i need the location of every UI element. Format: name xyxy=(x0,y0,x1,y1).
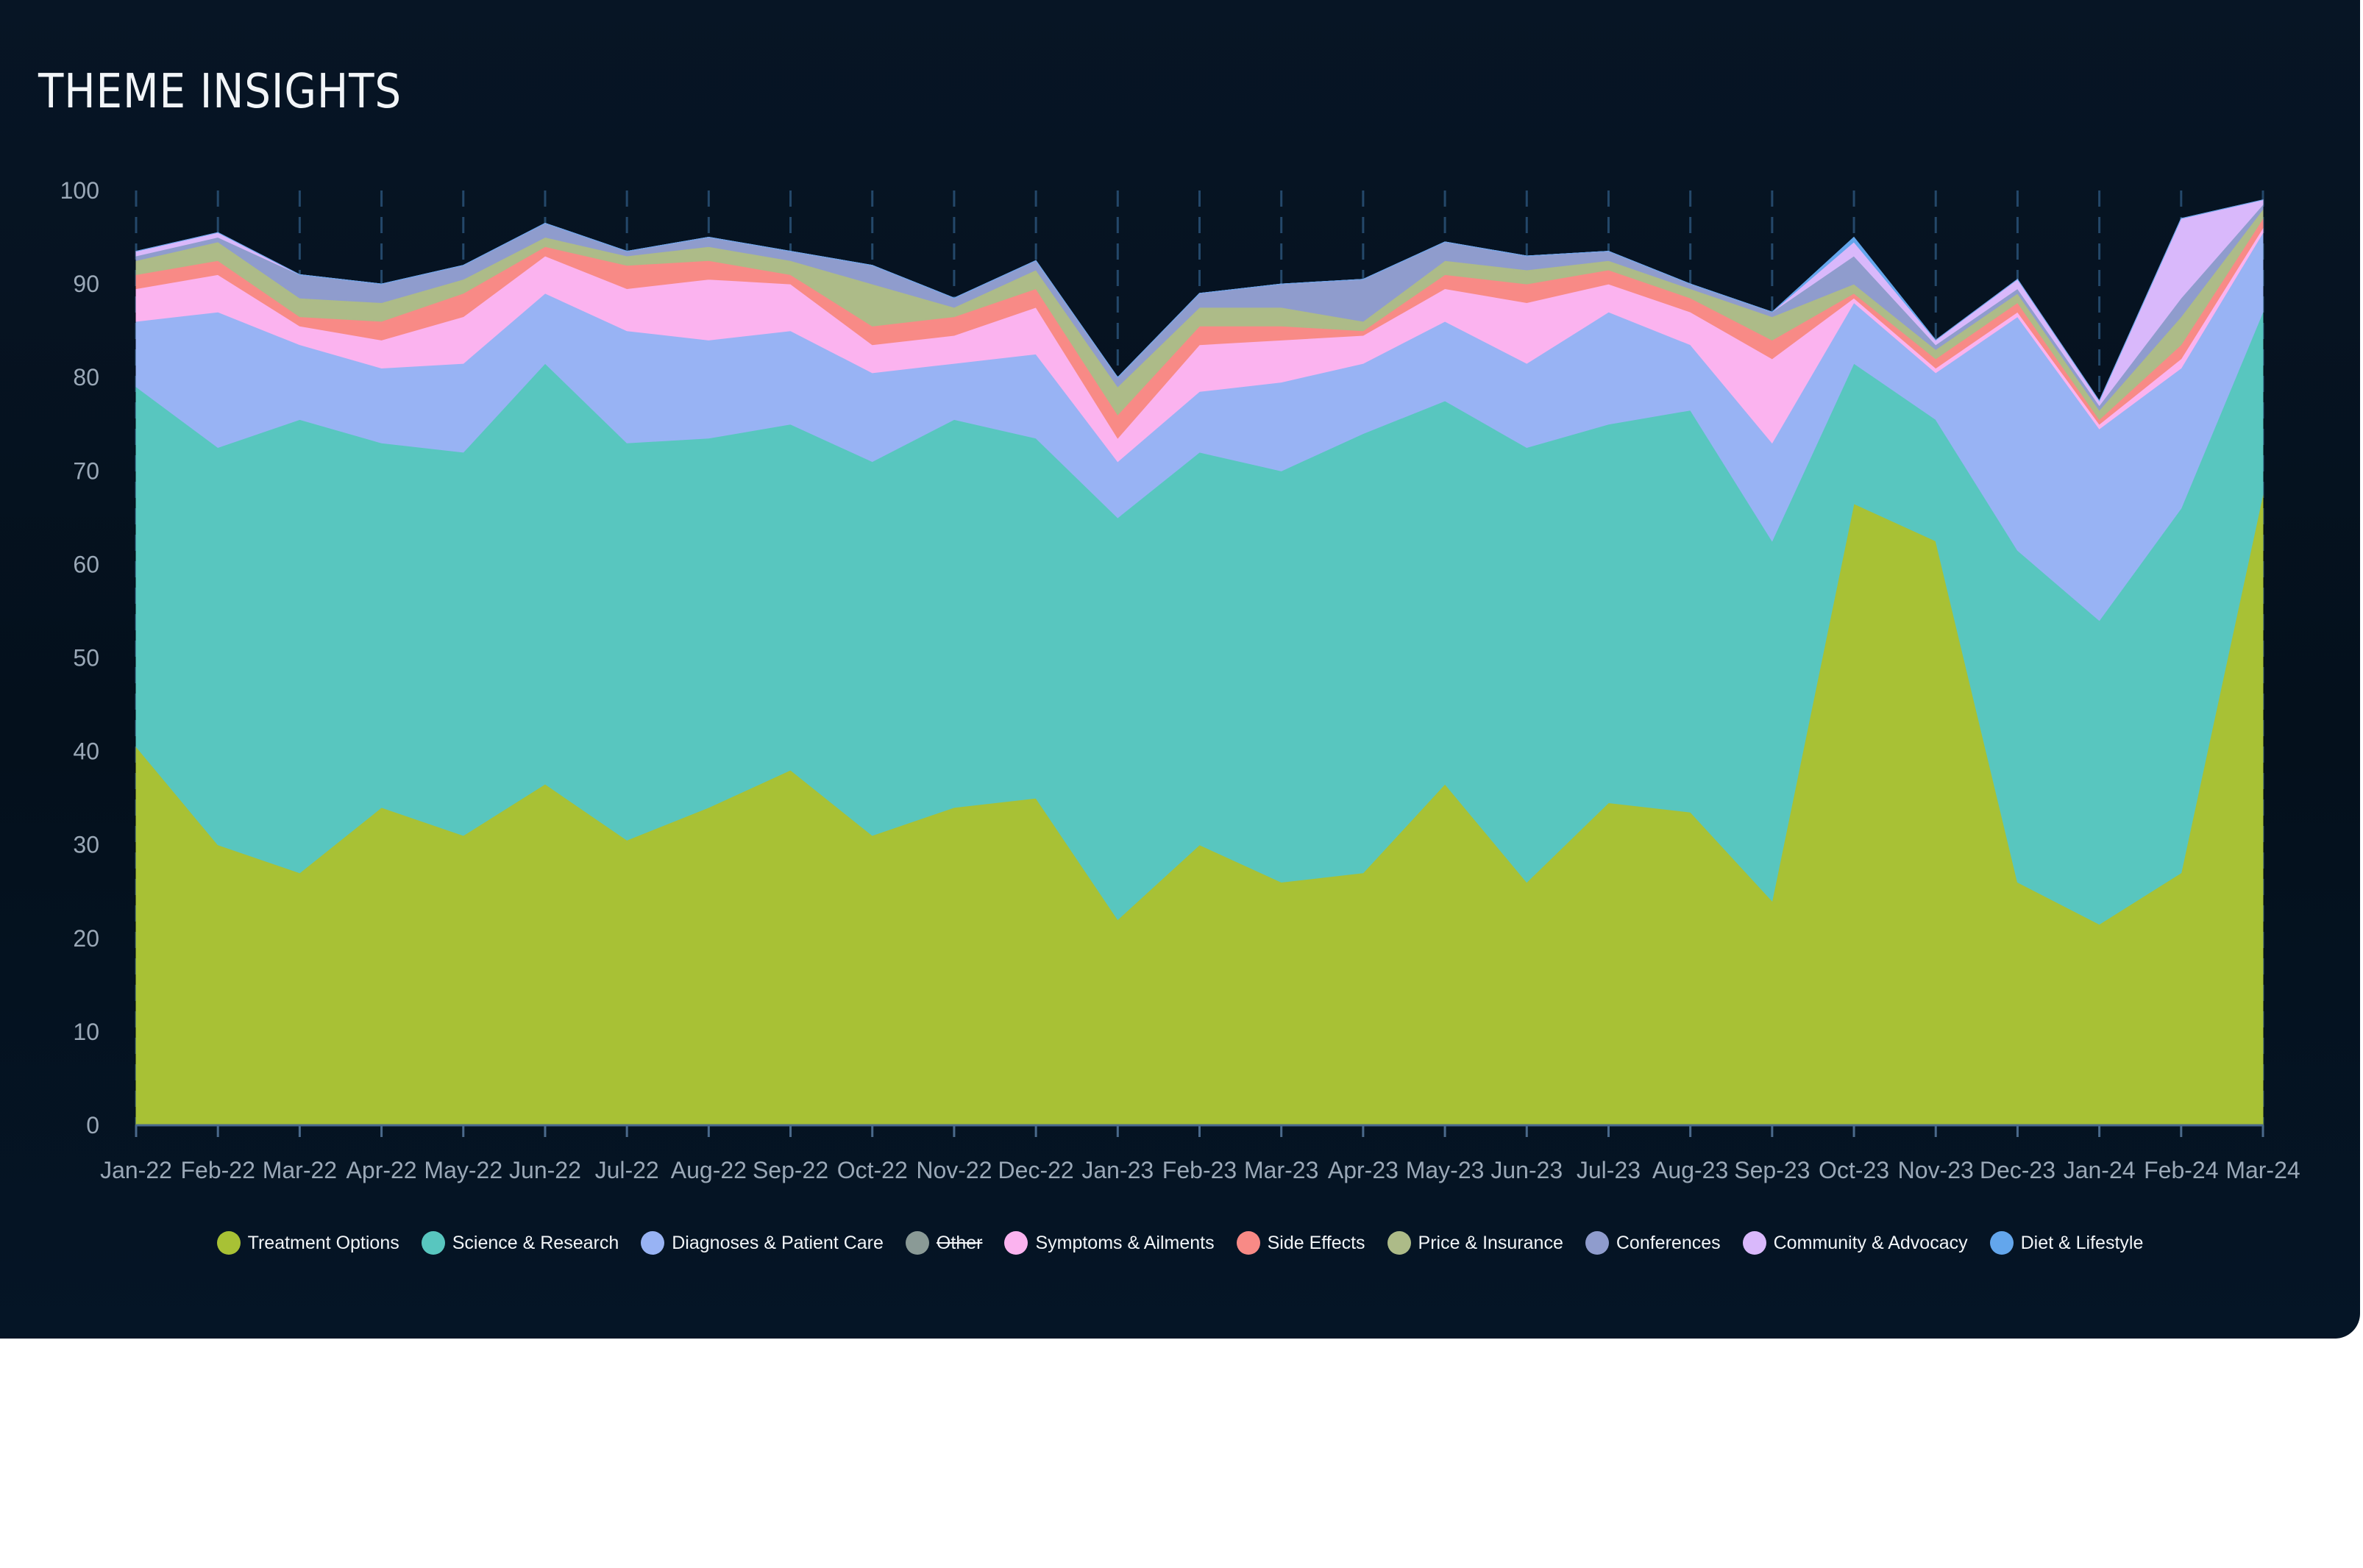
legend-item-price-and-insurance[interactable]: Price & Insurance xyxy=(1387,1231,1563,1255)
legend-item-diagnoses-and-patient-care[interactable]: Diagnoses & Patient Care xyxy=(641,1231,884,1255)
legend-label: Diet & Lifestyle xyxy=(2020,1232,2144,1253)
x-tick-label: Apr-22 xyxy=(347,1157,417,1183)
y-tick-label: 10 xyxy=(73,1019,99,1045)
x-tick-label: Jun-22 xyxy=(509,1157,581,1183)
legend-item-diet-and-lifestyle[interactable]: Diet & Lifestyle xyxy=(1989,1231,2144,1255)
y-tick-label: 20 xyxy=(73,925,99,952)
legend-label: Science & Research xyxy=(452,1232,619,1253)
x-tick-label: Feb-22 xyxy=(180,1157,255,1183)
legend-label: Other xyxy=(936,1232,983,1253)
x-tick-label: Mar-22 xyxy=(263,1157,337,1183)
x-tick-label: Sep-22 xyxy=(753,1157,828,1183)
legend-label: Price & Insurance xyxy=(1418,1232,1563,1253)
legend-label: Conferences xyxy=(1616,1232,1721,1253)
legend-swatch xyxy=(641,1231,665,1255)
y-tick-label: 80 xyxy=(73,364,99,391)
chart-card: THEME INSIGHTS 0 10 20 30 40 50 60 70 80 90 100 Jan… xyxy=(0,0,2360,1339)
x-tick-label: Jan-23 xyxy=(1081,1157,1154,1183)
legend-swatch xyxy=(216,1231,241,1255)
legend-swatch xyxy=(1004,1231,1028,1255)
x-tick-label: Jul-23 xyxy=(1577,1157,1641,1183)
legend-label: Community & Advocacy xyxy=(1773,1232,1968,1253)
x-tick-label: Sep-23 xyxy=(1734,1157,1810,1183)
legend-swatch xyxy=(1585,1231,1609,1255)
legend: Treatment Options Science & Research Diagn… xyxy=(0,1227,2360,1259)
y-tick-label: 40 xyxy=(73,738,99,765)
x-tick-label: Aug-22 xyxy=(671,1157,747,1183)
x-tick-label: Apr-23 xyxy=(1328,1157,1399,1183)
page-title: THEME INSIGHTS xyxy=(38,65,402,119)
legend-label: Side Effects xyxy=(1267,1232,1365,1253)
x-tick-label: Jul-22 xyxy=(595,1157,659,1183)
x-tick-label: Nov-22 xyxy=(916,1157,992,1183)
y-tick-label: 50 xyxy=(73,645,99,671)
x-tick-label: Oct-23 xyxy=(1819,1157,1889,1183)
legend-label: Symptoms & Ailments xyxy=(1035,1232,1215,1253)
x-tick-label: Mar-24 xyxy=(2225,1157,2300,1183)
y-tick-label: 0 xyxy=(86,1112,99,1138)
x-tick-label: May-23 xyxy=(1406,1157,1485,1183)
y-tick-label: 60 xyxy=(73,551,99,577)
legend-swatch xyxy=(1236,1231,1260,1255)
area-series-diet-and-lifestyle[interactable] xyxy=(135,199,2264,402)
x-tick-label: Feb-23 xyxy=(1162,1157,1237,1183)
x-tick-label: Dec-22 xyxy=(998,1157,1074,1183)
legend-item-other[interactable]: Other xyxy=(905,1231,983,1255)
legend-swatch xyxy=(905,1231,929,1255)
x-tick-label: Oct-22 xyxy=(837,1157,908,1183)
x-tick-label: Jan-22 xyxy=(100,1157,172,1183)
y-tick-label: 30 xyxy=(73,832,99,858)
area-chart: 0 10 20 30 40 50 60 70 80 90 100 Jan-22 Feb-22 Mar-22… xyxy=(60,177,2300,1183)
legend-swatch xyxy=(421,1231,445,1255)
legend-item-community-and-advocacy[interactable]: Community & Advocacy xyxy=(1742,1231,1968,1255)
y-tick-label: 70 xyxy=(73,457,99,484)
legend-item-conferences[interactable]: Conferences xyxy=(1585,1231,1721,1255)
legend-label: Diagnoses & Patient Care xyxy=(672,1232,884,1253)
legend-label: Treatment Options xyxy=(247,1232,399,1253)
legend-swatch xyxy=(1387,1231,1411,1255)
x-tick-label: Mar-23 xyxy=(1244,1157,1318,1183)
legend-swatch xyxy=(1742,1231,1766,1255)
x-tick-label: Aug-23 xyxy=(1652,1157,1728,1183)
y-tick-label: 100 xyxy=(60,177,99,204)
x-tick-label: Nov-23 xyxy=(1898,1157,1974,1183)
x-tick-label: Jun-23 xyxy=(1490,1157,1563,1183)
axis-layer: 0 10 20 30 40 50 60 70 80 90 100 Jan-22 Feb-22 Mar-22… xyxy=(60,177,2300,1183)
legend-item-symptoms-and-ailments[interactable]: Symptoms & Ailments xyxy=(1004,1231,1215,1255)
area-layer xyxy=(135,199,2264,1126)
x-tick-label: Feb-24 xyxy=(2144,1157,2218,1183)
legend-swatch xyxy=(1989,1231,2014,1255)
legend-item-science-and-research[interactable]: Science & Research xyxy=(421,1231,619,1255)
x-tick-label: May-22 xyxy=(424,1157,502,1183)
legend-item-side-effects[interactable]: Side Effects xyxy=(1236,1231,1365,1255)
x-tick-label: Dec-23 xyxy=(1980,1157,2055,1183)
x-tick-label: Jan-24 xyxy=(2064,1157,2136,1183)
legend-item-treatment-options[interactable]: Treatment Options xyxy=(216,1231,399,1255)
y-tick-label: 90 xyxy=(73,271,99,297)
